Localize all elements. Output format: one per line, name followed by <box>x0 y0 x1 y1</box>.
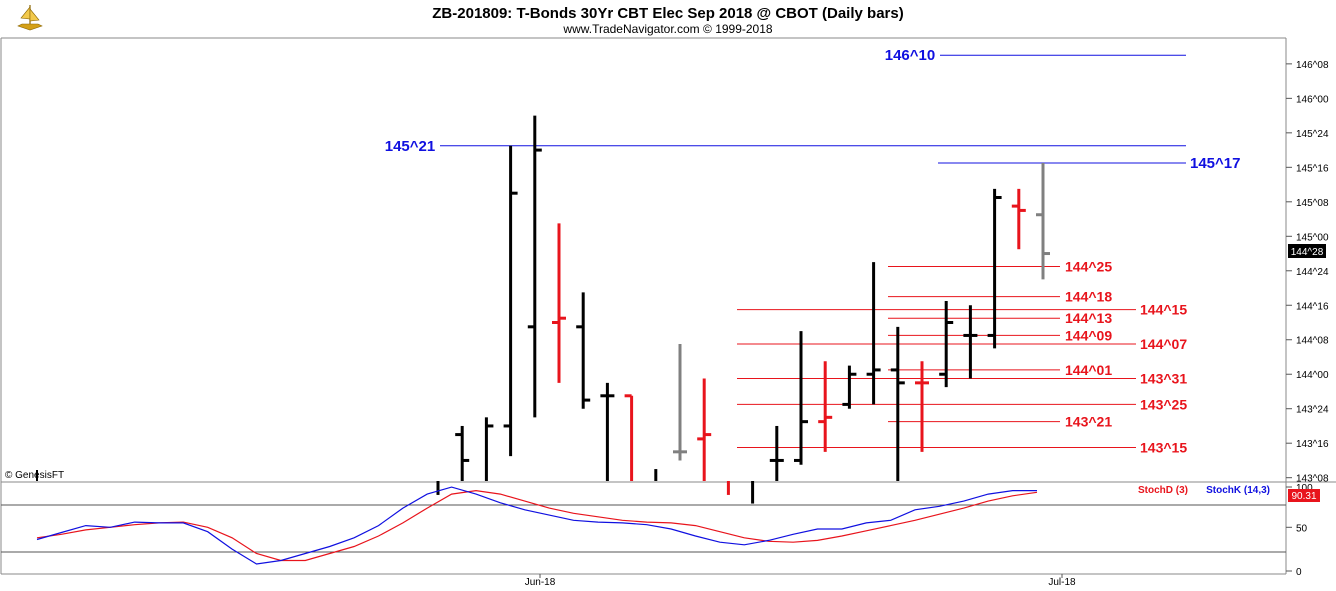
chart-title: ZB-201809: T-Bonds 30Yr CBT Elec Sep 201… <box>432 5 903 22</box>
level-label: 146^10 <box>885 47 935 64</box>
price-axis: 143^08 143^16 143^24 144^00 144^08 144^16 144^… <box>1286 60 1329 485</box>
price-tick-label: 143^16 <box>1296 439 1329 450</box>
chart-subtitle: www.TradeNavigator.com © 1999-2018 <box>562 22 772 36</box>
stochastic-panel: 0 50 100 <box>36 483 1313 578</box>
price-tick-label: 145^08 <box>1296 198 1329 209</box>
copyright-label: © GenesisFT <box>5 470 64 481</box>
price-tick-label: 145^24 <box>1296 129 1329 140</box>
stoch-value-tag <box>1288 489 1320 502</box>
time-tick-label: Jul-18 <box>1048 577 1076 588</box>
level-label: 144^15 <box>1140 302 1187 318</box>
level-label: 145^17 <box>1190 155 1240 172</box>
level-label: 143^21 <box>1065 414 1112 430</box>
level-label: 143^15 <box>1140 440 1187 456</box>
level-label: 143^31 <box>1140 371 1187 387</box>
price-tick-label: 143^24 <box>1296 405 1329 416</box>
level-label: 143^25 <box>1140 396 1187 412</box>
stochk-line <box>36 486 1037 565</box>
stoch-tick-label: 100 <box>1296 483 1313 494</box>
gold-ship-logo-icon <box>17 5 43 31</box>
level-label: 144^18 <box>1065 289 1112 305</box>
time-axis-labels: Jun-18 Jul-18 <box>525 574 1076 588</box>
price-tick-label: 146^08 <box>1296 60 1329 71</box>
price-bars <box>36 115 1050 504</box>
legend-stochd: StochD (3) <box>1138 485 1188 496</box>
last-price-label: 144^28 <box>1291 247 1324 258</box>
stoch-tick-label: 0 <box>1296 567 1302 578</box>
legend-stochk: StochK (14,3) <box>1206 485 1270 496</box>
level-label: 145^21 <box>385 138 435 155</box>
level-label: 144^25 <box>1065 258 1112 274</box>
stoch-value-label: 90.31 <box>1291 491 1316 502</box>
last-price-tag <box>1288 244 1326 258</box>
level-lines: 146^10 145^21 145^17 144^25 144^18 144^15 144^… <box>385 47 1241 455</box>
price-tick-label: 145^16 <box>1296 163 1329 174</box>
price-tick-label: 144^00 <box>1296 370 1329 381</box>
level-label: 144^13 <box>1065 310 1112 326</box>
price-tick-label: 145^00 <box>1296 232 1329 243</box>
level-label: 144^01 <box>1065 362 1112 378</box>
stochd-line <box>36 489 1038 562</box>
price-tick-label: 146^00 <box>1296 94 1329 105</box>
time-tick-label: Jun-18 <box>525 577 556 588</box>
price-tick-label: 144^08 <box>1296 336 1329 347</box>
stoch-tick-label: 50 <box>1296 523 1308 534</box>
level-label: 144^07 <box>1140 336 1187 352</box>
price-tick-label: 143^08 <box>1296 474 1329 485</box>
price-tick-label: 144^16 <box>1296 301 1329 312</box>
price-tick-label: 144^24 <box>1296 267 1329 278</box>
level-label: 144^09 <box>1065 327 1112 343</box>
